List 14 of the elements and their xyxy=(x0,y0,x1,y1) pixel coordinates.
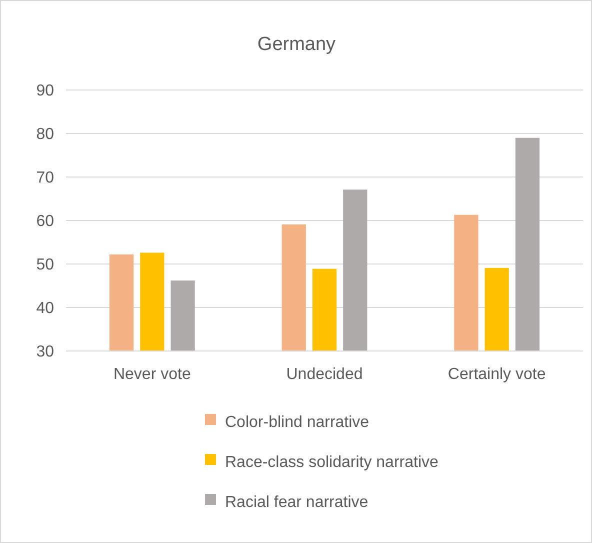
x-tick-label: Undecided xyxy=(286,366,363,383)
y-tick-label: 60 xyxy=(36,213,54,230)
y-tick-label: 40 xyxy=(36,300,54,318)
y-tick-label: 90 xyxy=(36,82,54,100)
legend-label: Color-blind narrative xyxy=(225,414,370,431)
x-tick-label: Certainly vote xyxy=(448,366,546,383)
legend-label: Racial fear narrative xyxy=(225,494,368,511)
legend-label: Race-class solidarity narrative xyxy=(225,454,439,471)
x-tick-label: Never vote xyxy=(113,366,191,383)
y-tick-label: 70 xyxy=(36,170,54,187)
y-tick-label: 30 xyxy=(36,344,54,361)
chart-title: Germany xyxy=(257,34,336,55)
y-tick-label: 50 xyxy=(36,256,54,274)
y-tick-label: 80 xyxy=(36,126,54,144)
